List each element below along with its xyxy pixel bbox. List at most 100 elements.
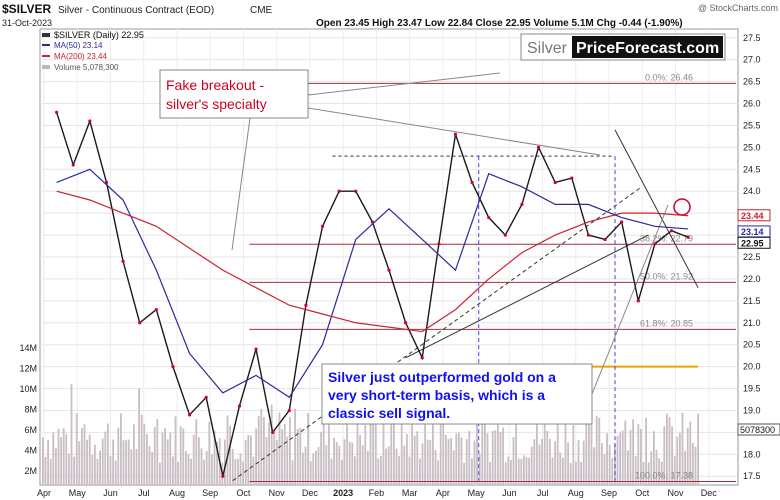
volume-bars — [42, 384, 699, 485]
volume-bar — [122, 440, 125, 485]
volume-bar — [325, 445, 328, 485]
fib-level-label: 61.8%: 20.85 — [640, 318, 693, 328]
volume-bar — [403, 445, 406, 485]
volume-bar — [367, 451, 369, 485]
volume-tick-label: 6M — [24, 425, 37, 435]
price-point — [71, 163, 75, 167]
volume-bar — [406, 434, 408, 485]
rising-trend-line — [405, 234, 649, 359]
volume-bar — [611, 458, 614, 485]
volume-bar — [419, 458, 421, 485]
volume-bar — [265, 437, 268, 485]
volume-bar — [569, 462, 572, 485]
price-point — [470, 180, 474, 185]
volume-bar — [390, 415, 393, 485]
volume-bar — [120, 413, 122, 485]
volume-bar — [512, 437, 515, 485]
price-point — [187, 413, 192, 417]
watermark: Silver PriceForecast.com — [520, 33, 726, 61]
volume-bar — [507, 456, 510, 485]
volume-bar — [468, 430, 471, 485]
volume-bar — [60, 437, 62, 485]
price-tick-label: 21.0 — [743, 318, 761, 328]
volume-bar — [533, 439, 536, 485]
time-tick-label: Sep — [601, 488, 617, 498]
volume-bar — [52, 432, 55, 485]
volume-bar — [393, 421, 395, 485]
volume-badge: 5078300 — [737, 423, 780, 436]
volume-bar — [538, 444, 541, 485]
volume-bar — [174, 416, 177, 485]
time-tick-label: Jul — [537, 488, 549, 498]
price-point — [55, 110, 59, 114]
volume-bar — [432, 416, 434, 485]
volume-bar — [398, 456, 400, 485]
annotation-pointer — [307, 72, 501, 96]
price-tick-label: 25.5 — [743, 120, 761, 130]
volume-bar — [679, 432, 681, 485]
volume-bar — [445, 434, 447, 485]
volume-bar — [460, 437, 463, 485]
volume-bar — [294, 408, 296, 485]
volume-bar — [387, 446, 390, 485]
volume-bar — [676, 436, 679, 485]
volume-bar — [335, 442, 338, 485]
volume-bar — [247, 434, 250, 485]
price-point — [138, 321, 142, 325]
price-point — [204, 395, 208, 399]
volume-bar — [322, 419, 325, 485]
volume-bar — [694, 446, 697, 485]
volume-bar — [629, 430, 632, 485]
volume-bar — [608, 445, 611, 485]
volume-bar — [107, 423, 109, 485]
volume-bar — [83, 424, 86, 485]
annotation-outperform: Silver just outperformed gold on a very s… — [321, 363, 593, 425]
volume-bar — [593, 447, 595, 485]
volume-tick-label: 12M — [19, 364, 37, 374]
volume-bar — [104, 431, 107, 485]
volume-bar — [543, 422, 546, 485]
volume-bar — [70, 384, 73, 485]
price-tick-label: 20.5 — [743, 340, 761, 350]
volume-bar — [564, 423, 567, 485]
annotation-fake-breakout: Fake breakout - silver's specialty — [159, 69, 309, 119]
volume-bar — [117, 427, 120, 485]
volume-bar — [647, 462, 650, 485]
price-tick-label: 22.0 — [743, 274, 761, 284]
volume-bar — [684, 451, 686, 485]
volume-bar — [400, 412, 403, 485]
volume-bar — [57, 428, 60, 485]
volume-tick-label: 8M — [24, 405, 37, 415]
volume-bar — [429, 440, 432, 485]
volume-bar — [86, 439, 88, 485]
volume-bar — [541, 438, 543, 485]
volume-bar — [156, 419, 159, 485]
volume-bar — [567, 442, 569, 485]
volume-bar — [590, 414, 593, 485]
time-tick-label: Aug — [169, 488, 185, 498]
price-point — [620, 220, 624, 224]
volume-bar — [372, 413, 374, 485]
price-point — [503, 233, 507, 237]
series-lines — [55, 110, 690, 478]
volume-bar — [135, 448, 138, 485]
volume-bar — [47, 439, 49, 485]
price-tick-label: 24.0 — [743, 186, 761, 196]
volume-bar — [655, 449, 658, 485]
volume-bar — [78, 441, 81, 485]
volume-bar — [255, 428, 257, 485]
volume-bar — [653, 431, 655, 485]
time-tick-label: Dec — [701, 488, 718, 498]
volume-bar — [179, 426, 182, 485]
falling-trend-line — [614, 129, 699, 288]
price-point — [121, 259, 125, 263]
time-tick-label: Feb — [369, 488, 385, 498]
volume-bar — [346, 416, 348, 485]
volume-bar — [172, 456, 174, 485]
time-tick-label: Jun — [103, 488, 118, 498]
volume-bar — [237, 458, 239, 485]
price-tick-label: 27.0 — [743, 55, 761, 65]
volume-bar — [354, 456, 356, 485]
exchange-label: CME — [250, 5, 273, 16]
